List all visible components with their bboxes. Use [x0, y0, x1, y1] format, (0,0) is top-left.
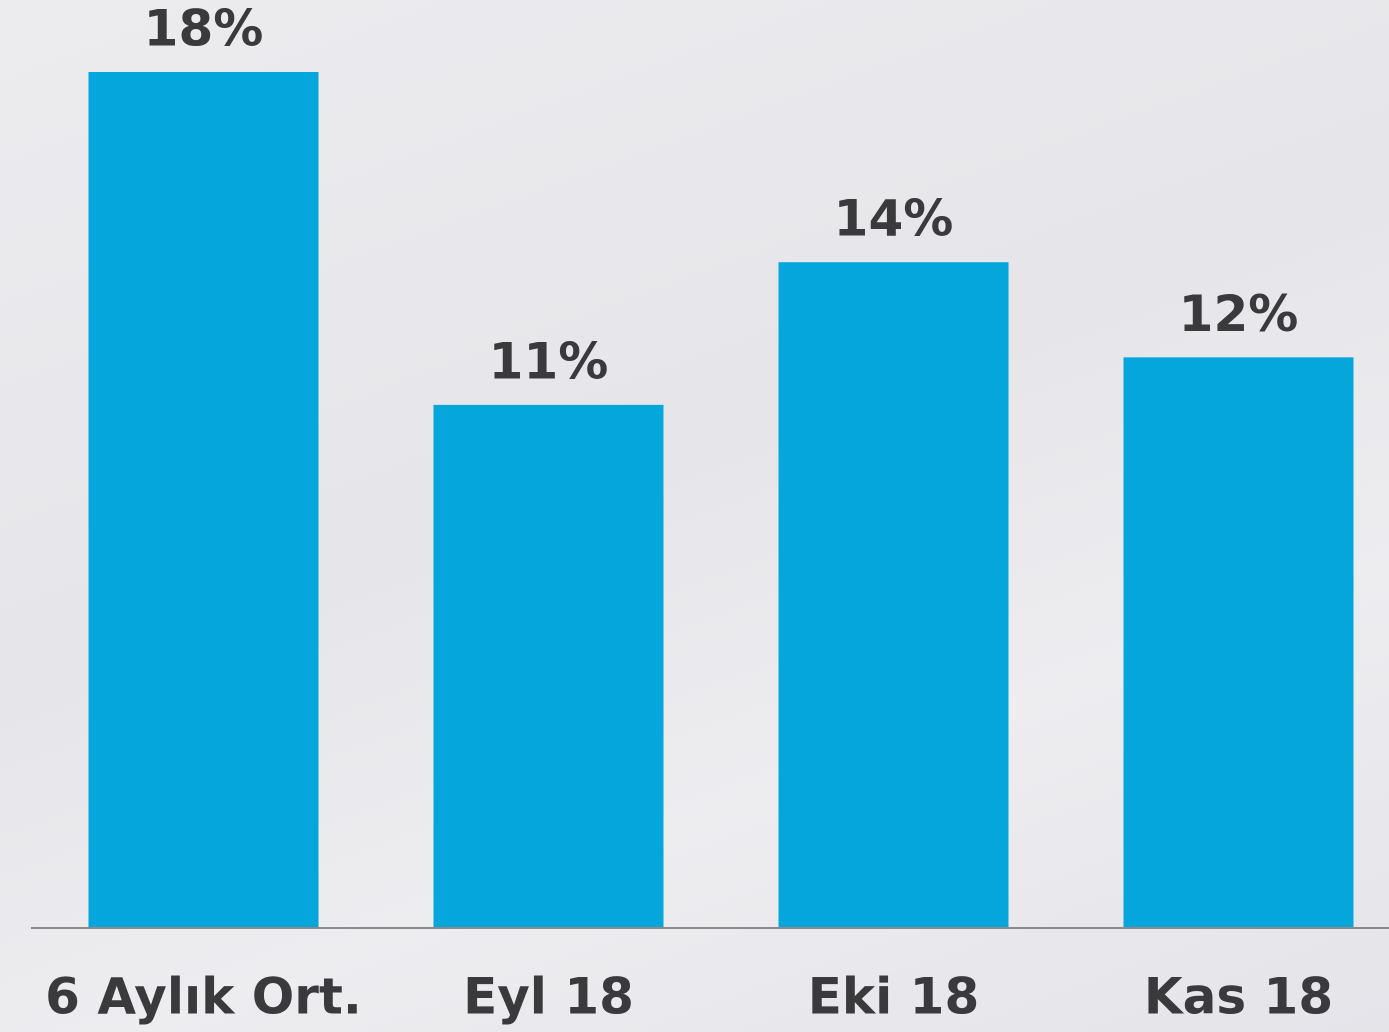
bar: [433, 404, 664, 928]
x-tick-label: 6 Aylık Ort.: [45, 968, 362, 1026]
value-label: 14%: [834, 190, 954, 248]
x-tick-label: Eki 18: [808, 968, 980, 1026]
value-label: 12%: [1179, 285, 1299, 343]
x-tick-label: Eyl 18: [463, 968, 634, 1026]
bar: [1123, 357, 1354, 928]
bar: [778, 262, 1009, 928]
x-tick-label: Kas 18: [1144, 968, 1333, 1026]
value-label: 11%: [489, 332, 609, 390]
bar: [88, 72, 319, 928]
value-label: 18%: [144, 0, 264, 58]
